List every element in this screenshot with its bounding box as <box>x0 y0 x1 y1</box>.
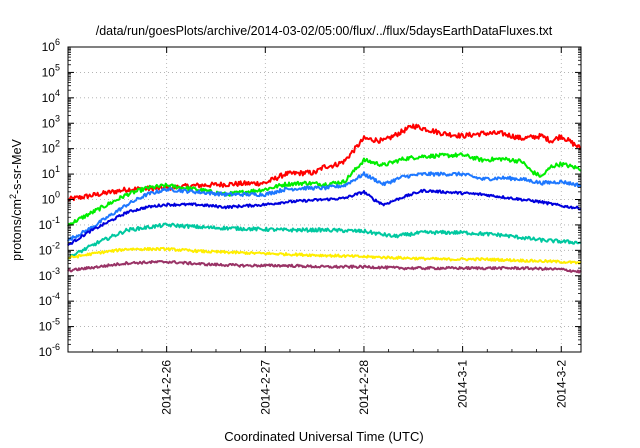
y-tick-label-exp: 0 <box>55 190 60 200</box>
series-line <box>67 188 582 246</box>
axis-ticks <box>68 46 581 353</box>
y-tick-labels: 10610510410310210110010-110-210-310-410-… <box>39 37 60 359</box>
y-tick-label: 104 <box>42 88 60 105</box>
y-tick-label: 106 <box>42 37 60 54</box>
y-tick-label: 101 <box>42 164 60 181</box>
x-tick-label: 2014-2-28 <box>357 360 371 415</box>
series-line <box>67 171 582 242</box>
y-tick-label: 10-4 <box>39 291 60 308</box>
y-tick-label-exp: 1 <box>55 164 60 174</box>
y-tick-label-exp: 3 <box>55 113 60 123</box>
y-axis-label-sup: 2 <box>8 194 18 199</box>
y-tick-label: 10-2 <box>39 240 60 257</box>
x-tick-label: 2014-3-2 <box>554 360 568 408</box>
y-tick-label-exp: -3 <box>52 266 60 276</box>
x-tick-label: 2014-3-1 <box>456 360 470 408</box>
y-axis-label-rest: -s-sr-MeV <box>10 138 24 194</box>
y-tick-label-exp: -4 <box>52 291 60 301</box>
y-tick-label-base: 10 <box>42 40 56 54</box>
x-tick-labels: 2014-2-26 2014-2-27 2014-2-28 2014-3-1 2014-… <box>160 360 569 415</box>
y-tick-label: 102 <box>42 139 60 156</box>
y-tick-label-base: 10 <box>42 91 56 105</box>
series-line <box>67 152 582 227</box>
y-tick-label: 10-5 <box>39 317 60 334</box>
y-tick-label-base: 10 <box>39 320 53 334</box>
x-axis-label: Coordinated Universal Time (UTC) <box>224 429 423 444</box>
y-tick-label-exp: 4 <box>55 88 60 98</box>
y-tick-label: 10-1 <box>39 215 60 232</box>
y-tick-label-base: 10 <box>39 218 53 232</box>
y-tick-label-base: 10 <box>39 243 53 257</box>
y-tick-label-base: 10 <box>42 167 56 181</box>
y-tick-label-exp: -6 <box>52 342 60 352</box>
y-tick-label: 105 <box>42 62 60 79</box>
x-tick-label: 2014-2-27 <box>258 360 272 415</box>
y-tick-label-exp: -1 <box>52 215 60 225</box>
y-tick-label-exp: 6 <box>55 37 60 47</box>
y-tick-label-exp: -2 <box>52 240 60 250</box>
series-line <box>67 222 582 260</box>
y-tick-label-base: 10 <box>42 65 56 79</box>
series-line <box>67 246 582 265</box>
y-tick-label: 103 <box>42 113 60 130</box>
y-tick-label-exp: -5 <box>52 317 60 327</box>
y-tick-label: 10-6 <box>39 342 60 359</box>
y-tick-label-base: 10 <box>39 294 53 308</box>
y-tick-label-base: 10 <box>42 116 56 130</box>
y-axis-label: protons/cm2-s-sr-MeV <box>8 138 24 260</box>
x-tick-label: 2014-2-26 <box>160 360 174 415</box>
y-tick-label-base: 10 <box>39 269 53 283</box>
chart-title: /data/run/goesPlots/archive/2014-03-02/0… <box>96 24 553 38</box>
y-tick-label-base: 10 <box>42 142 56 156</box>
y-tick-label-base: 10 <box>39 345 53 359</box>
y-tick-label-base: 10 <box>42 193 56 207</box>
series-line <box>67 260 582 274</box>
y-tick-label-exp: 2 <box>55 139 60 149</box>
series-layer <box>67 123 582 274</box>
y-tick-label: 10-3 <box>39 266 60 283</box>
y-tick-label: 100 <box>42 190 60 207</box>
y-tick-label-exp: 5 <box>55 62 60 72</box>
y-axis-label-base: protons/cm <box>10 199 24 261</box>
